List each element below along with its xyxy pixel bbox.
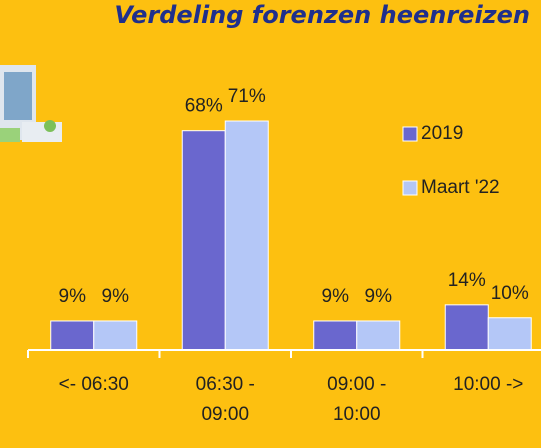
- data-label: 9%: [102, 286, 130, 307]
- data-label: 9%: [322, 286, 350, 307]
- data-label: 10%: [491, 283, 529, 304]
- data-label: 9%: [59, 286, 87, 307]
- legend-swatch: [402, 126, 418, 142]
- bar: [313, 320, 358, 351]
- bar: [487, 317, 532, 351]
- bar: [444, 304, 489, 351]
- building-icon: [0, 65, 62, 142]
- legend-label: 2019: [421, 123, 463, 144]
- bar: [50, 320, 95, 351]
- data-label: 71%: [228, 86, 266, 107]
- legend-label: Maart '22: [421, 177, 500, 198]
- bar: [93, 320, 138, 351]
- legend-swatch: [402, 180, 418, 196]
- x-tick-label: 06:30 - 09:00: [195, 374, 255, 425]
- bar: [356, 320, 401, 351]
- x-tick-label: 10:00 ->: [453, 374, 524, 395]
- bar: [181, 130, 226, 351]
- chart-title: Verdeling forenzen heenreizen: [114, 1, 530, 29]
- bar: [224, 120, 269, 351]
- x-tick-label: <- 06:30: [58, 374, 129, 395]
- x-tick-label: 09:00 - 10:00: [327, 374, 387, 425]
- data-label: 68%: [185, 96, 223, 117]
- data-label: 14%: [448, 270, 486, 291]
- data-label: 9%: [365, 286, 393, 307]
